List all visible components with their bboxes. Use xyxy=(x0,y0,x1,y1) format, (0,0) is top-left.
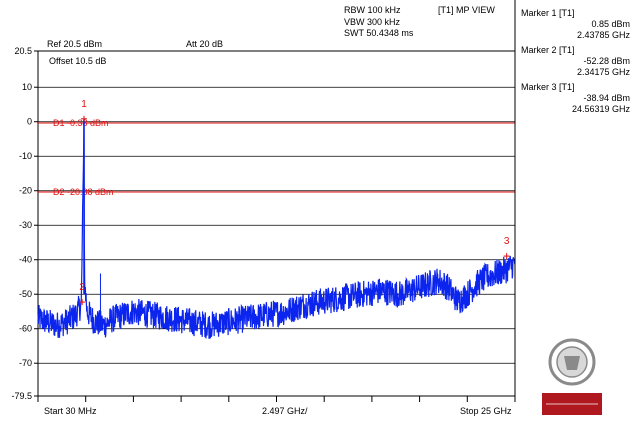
start-frequency: Start 30 MHz xyxy=(44,406,97,416)
y-tick-label: -20 xyxy=(19,186,32,196)
marker3-freq: 24.56319 GHz xyxy=(571,104,630,114)
marker3-title: Marker 3 [T1] xyxy=(521,82,575,92)
marker1-freq: 2.43785 GHz xyxy=(576,30,630,40)
bureau-veritas-logo xyxy=(538,330,606,420)
y-tick-label: -30 xyxy=(19,220,32,230)
marker-label: 1 xyxy=(81,99,87,110)
y-tick-label: 0 xyxy=(27,117,32,127)
grid xyxy=(34,50,515,397)
y-tick-label: -70 xyxy=(19,358,32,368)
x-ticks xyxy=(37,396,516,402)
y-tick-label: -60 xyxy=(19,324,32,334)
marker2-level: -52.28 dBm xyxy=(583,56,630,66)
y-tick-label: -79.5 xyxy=(11,391,32,401)
marker2-freq: 2.34175 GHz xyxy=(576,67,630,77)
ref-level: Ref 20.5 dBm xyxy=(47,39,103,49)
offset: Offset 10.5 dB xyxy=(49,56,107,66)
display-line-label: D1 -0.38 dBm xyxy=(53,118,109,128)
y-tick-label: -40 xyxy=(19,255,32,265)
trace-layer xyxy=(37,118,516,339)
y-tick-label: 20.5 xyxy=(14,46,32,56)
y-tick-labels: 20.5 10 0 -10 -20 -30 -40 -50 -60 -70 -79.5 xyxy=(11,46,32,401)
sweep-time: SWT 50.4348 ms xyxy=(344,28,414,38)
marker-label: 3 xyxy=(504,236,510,247)
marker2-title: Marker 2 [T1] xyxy=(521,45,575,55)
marker-label: 2 xyxy=(79,282,85,293)
markers: 1 2 3 xyxy=(79,99,510,306)
attenuation: Att 20 dB xyxy=(186,39,224,49)
trace-view: [T1] MP VIEW xyxy=(438,5,495,15)
marker3-level: -38.94 dBm xyxy=(583,93,630,103)
stop-frequency: Stop 25 GHz xyxy=(460,406,512,416)
frequency-per-division: 2.497 GHz/ xyxy=(262,406,308,416)
marker1-level: 0.85 dBm xyxy=(591,19,630,29)
plot-frame xyxy=(37,50,516,397)
vbw: VBW 300 kHz xyxy=(344,17,401,27)
y-tick-label: 10 xyxy=(22,82,32,92)
spectrum-trace xyxy=(37,122,516,339)
y-tick-label: -10 xyxy=(19,151,32,161)
rbw: RBW 100 kHz xyxy=(344,5,401,15)
y-tick-label: -50 xyxy=(19,289,32,299)
logo-graphic xyxy=(542,338,602,415)
marker1-title: Marker 1 [T1] xyxy=(521,8,575,18)
